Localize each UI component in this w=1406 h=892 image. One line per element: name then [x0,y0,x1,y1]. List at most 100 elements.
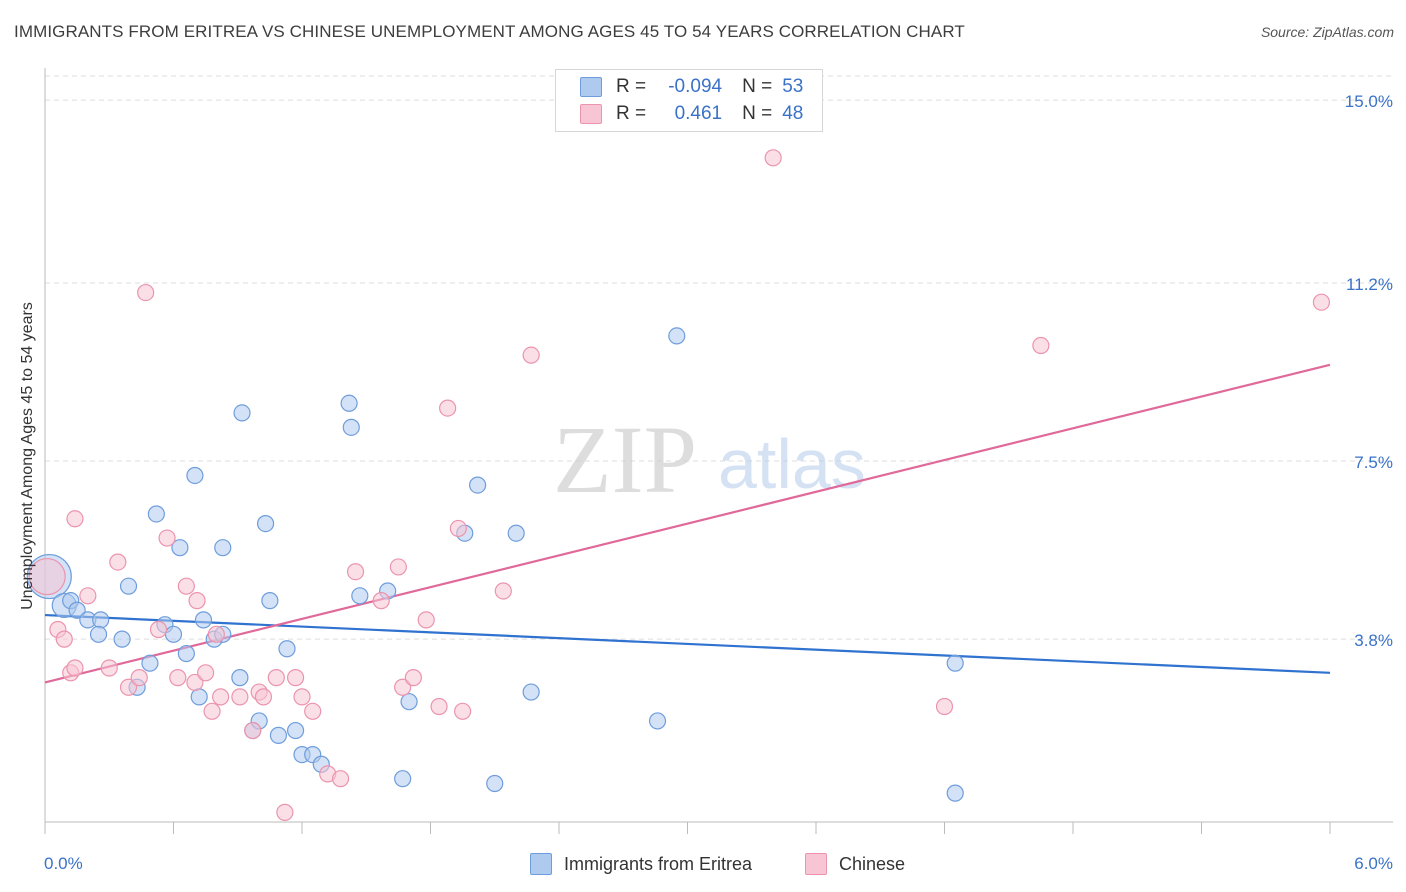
eritrea-n-value: 53 [782,76,804,97]
eritrea-point [171,539,189,557]
chinese-point [404,669,422,687]
chinese-point [254,688,273,706]
source-label: Source: ZipAtlas.com [1260,24,1394,40]
chinese-legend-swatch [805,853,827,875]
r-label: R = [616,103,647,124]
eritrea-point [164,625,183,643]
chinese-point [130,669,148,687]
chinese-legend-label: Chinese [839,853,906,874]
chinese-point [207,625,225,643]
chinese-trendline [44,363,1331,684]
x-tick-label-max: 6.0% [1354,854,1393,873]
chinese-point [100,659,118,677]
chinese-point [276,803,294,821]
y-tick-label: 11.2% [1346,275,1393,294]
chinese-point [28,557,66,596]
eritrea-point [68,601,86,619]
eritrea-point [394,770,412,788]
eritrea-point [113,630,131,648]
legend-row-chinese: R = 0.461 N = 48 [580,102,803,126]
eritrea-point [261,592,279,610]
eritrea-point [400,693,418,711]
chinese-point [331,770,350,788]
eritrea-point [469,476,487,494]
chinese-point [109,553,127,571]
chinese-point [177,577,195,595]
chinese-point [188,592,206,610]
eritrea-point [342,418,360,436]
eritrea-point [186,466,204,485]
eritrea-point [256,514,275,533]
chinese-point [186,673,204,692]
chinese-point [1312,293,1331,311]
chinese-point [197,664,215,682]
eritrea-point [233,404,251,422]
eritrea-point [194,611,213,629]
chinese-point [454,702,472,720]
chinese-point [203,702,221,720]
y-tick-label: 15.0% [1345,92,1393,111]
eritrea-point [214,539,232,557]
eritrea-point [507,524,525,542]
chinese-point [231,688,249,706]
chart-title: IMMIGRANTS FROM ERITREA VS CHINESE UNEMP… [14,22,965,41]
eritrea-point [231,669,249,687]
eritrea-point [141,654,159,672]
eritrea-point [946,654,964,672]
eritrea-point [286,721,305,740]
chinese-point [169,669,187,687]
eritrea-point [147,505,165,523]
zipatlas-watermark: ZIP atlas [553,406,866,513]
chinese-swatch [580,104,602,124]
chinese-point [372,592,390,610]
eritrea-point [522,683,540,701]
y-tick-label: 7.5% [1354,453,1393,472]
chinese-point [522,346,540,364]
chinese-point [1032,336,1050,355]
chinese-point [66,510,84,528]
eritrea-point [351,587,369,605]
chinese-point [244,721,262,740]
chinese-point [286,669,305,687]
legend-row-eritrea: R = -0.094 N = 53 [580,75,803,99]
eritrea-point [92,611,110,629]
r-label: R = [616,76,647,97]
chinese-point [449,519,467,538]
chinese-point [149,620,168,639]
chinese-point [494,582,512,600]
legend-item-eritrea: Immigrants from Eritrea [530,851,752,877]
y-axis-label: Unemployment Among Ages 45 to 54 years [19,302,36,610]
eritrea-point [269,726,288,744]
legend-item-chinese: Chinese [805,851,905,877]
n-label: N = [742,76,773,97]
eritrea-legend-swatch [530,853,552,875]
chinese-point [212,688,230,706]
eritrea-point [278,640,296,658]
chinese-n-value: 48 [782,103,804,124]
eritrea-r-value: -0.094 [668,76,723,97]
chinese-point [394,678,412,696]
chinese-point [304,702,322,720]
eritrea-point [190,688,208,706]
eritrea-point [648,712,667,730]
chinese-point [158,529,176,547]
chinese-point [346,563,365,581]
watermark-zip: ZIP [553,406,697,513]
n-label: N = [742,103,773,124]
eritrea-point [119,577,138,595]
chinese-point [66,659,84,677]
chinese-point [293,688,311,706]
watermark-atlas: atlas [718,425,866,503]
eritrea-point [89,625,108,643]
chinese-point [55,630,73,648]
chinese-point [79,587,97,605]
eritrea-legend-label: Immigrants from Eritrea [564,853,753,874]
correlation-legend: R = -0.094 N = 53 R = 0.461 N = 48 [555,69,823,132]
chinese-point [389,558,407,576]
eritrea-point [946,784,964,802]
chinese-point [764,149,782,167]
eritrea-trendline [44,613,1331,674]
chinese-point [439,399,457,417]
chinese-point [137,283,155,302]
